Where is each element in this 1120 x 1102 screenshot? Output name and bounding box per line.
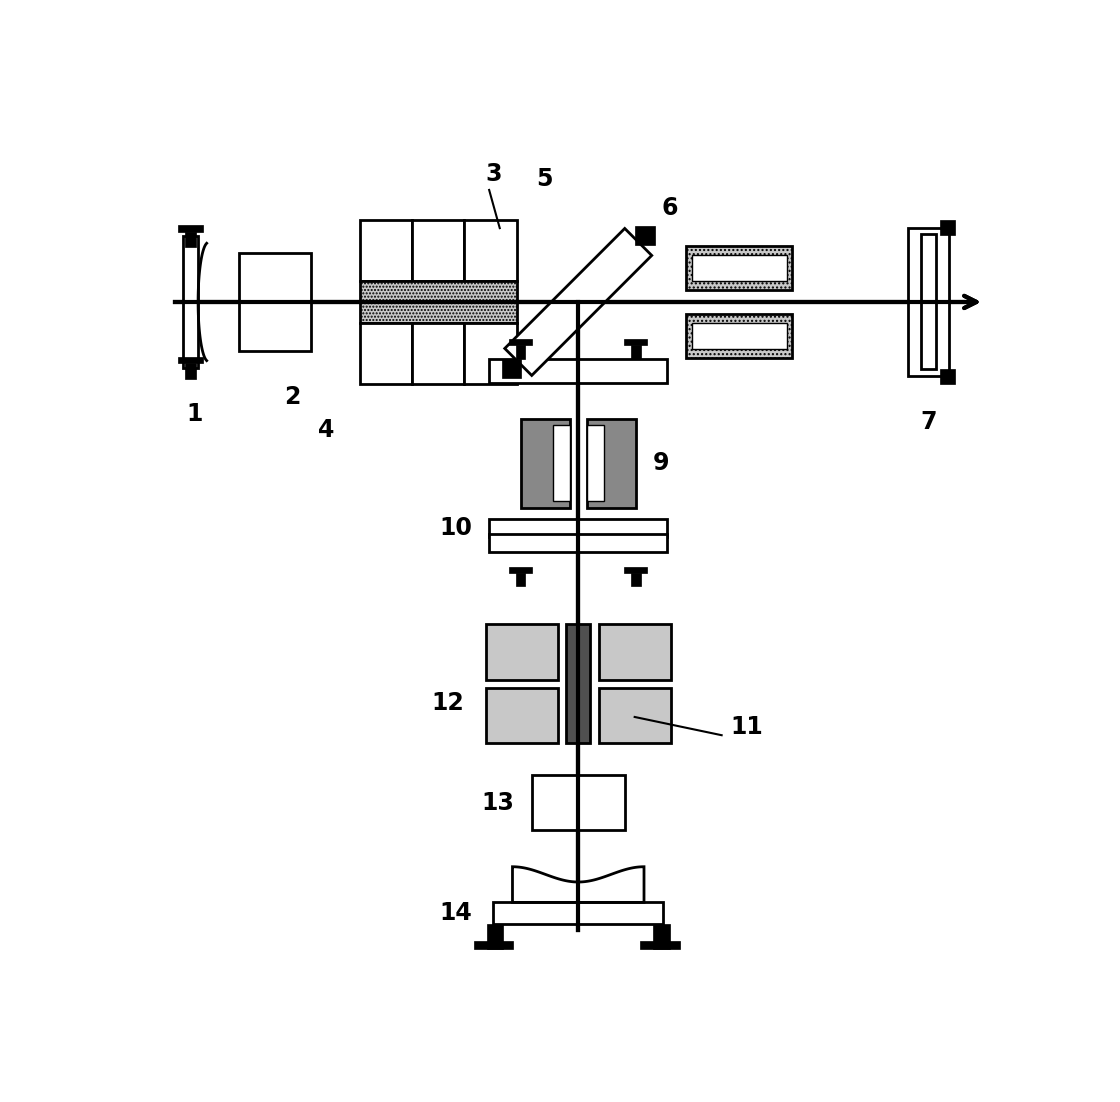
Bar (183, 236, 198, 368)
Text: 6: 6 (662, 196, 678, 220)
Bar (635, 226, 654, 245)
Bar (489, 519, 668, 538)
Bar (521, 419, 570, 508)
Text: 9: 9 (653, 451, 670, 475)
Bar (940, 368, 955, 383)
Bar (412, 323, 465, 385)
Bar (178, 357, 203, 364)
Bar (908, 228, 949, 376)
Text: 13: 13 (482, 790, 514, 814)
Bar (510, 339, 532, 345)
Bar (486, 625, 558, 680)
Bar (360, 323, 412, 385)
Text: 8: 8 (456, 358, 473, 382)
Bar (474, 941, 513, 949)
Bar (532, 775, 625, 830)
Bar (687, 314, 793, 358)
Text: 3: 3 (485, 162, 502, 186)
Bar (567, 625, 590, 743)
Text: 5: 5 (536, 168, 552, 191)
Bar (516, 573, 525, 586)
Bar (552, 425, 570, 501)
Bar (360, 281, 516, 323)
Bar (921, 235, 936, 369)
Bar (487, 925, 503, 949)
Bar (186, 231, 196, 247)
Text: 10: 10 (439, 516, 473, 540)
Bar (516, 345, 525, 359)
Bar (502, 359, 521, 378)
Bar (489, 359, 668, 382)
Bar (625, 566, 647, 573)
Text: 2: 2 (284, 385, 300, 409)
Bar (465, 219, 516, 281)
Bar (587, 425, 604, 501)
Text: 11: 11 (730, 715, 763, 738)
Bar (625, 339, 647, 345)
Bar (687, 246, 793, 290)
Polygon shape (513, 867, 644, 903)
Text: 14: 14 (439, 901, 473, 926)
Bar (587, 419, 636, 508)
Bar (240, 253, 311, 350)
Text: 4: 4 (318, 418, 334, 442)
Bar (632, 573, 641, 586)
Bar (692, 256, 786, 281)
Bar (653, 925, 670, 949)
Bar (360, 219, 412, 281)
Bar (186, 364, 196, 379)
Bar (940, 220, 955, 236)
Bar (632, 345, 641, 359)
Bar (640, 941, 680, 949)
Bar (692, 323, 786, 348)
Bar (486, 688, 558, 743)
Bar (489, 533, 668, 552)
Bar (598, 688, 671, 743)
Bar (465, 323, 516, 385)
Polygon shape (505, 228, 652, 376)
Bar (510, 566, 532, 573)
Text: 1: 1 (187, 401, 203, 425)
Text: 7: 7 (921, 410, 937, 434)
Bar (598, 625, 671, 680)
Text: 12: 12 (432, 691, 465, 715)
Bar (412, 219, 465, 281)
Bar (178, 225, 203, 231)
Bar (494, 903, 663, 925)
